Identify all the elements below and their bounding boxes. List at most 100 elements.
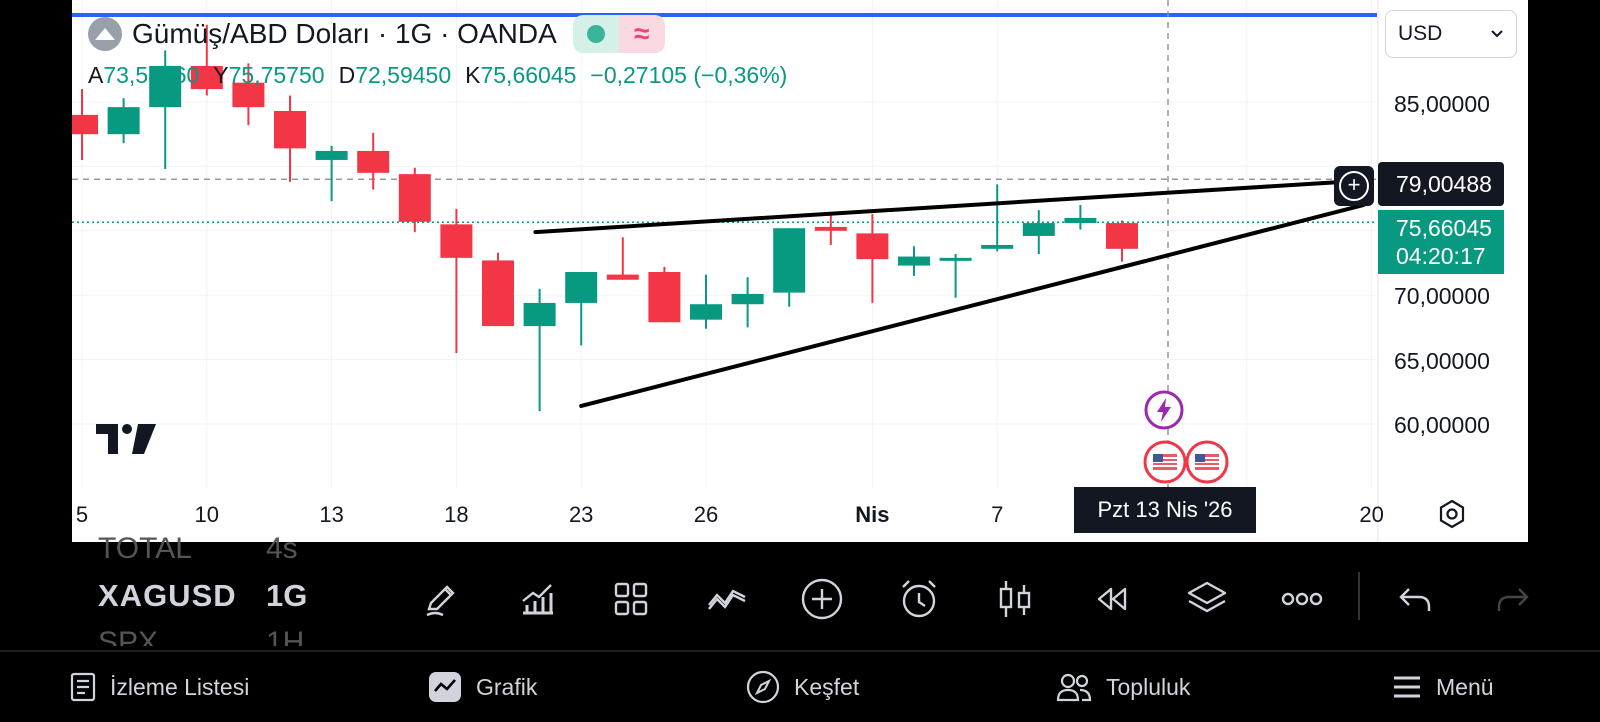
volatility-icon[interactable]: ≈ xyxy=(618,15,665,53)
symbol-title[interactable]: Gümüş/ABD Doları · 1G · OANDA xyxy=(132,18,557,49)
tab-label: İzleme Listesi xyxy=(110,673,250,700)
watchlist-ghost-symbol[interactable]: SPX xyxy=(98,626,159,646)
settings-icon[interactable] xyxy=(1436,498,1468,530)
candle-body xyxy=(898,256,930,266)
candle-body xyxy=(149,65,182,108)
candle-body xyxy=(72,114,98,135)
tab-explore[interactable]: Keşfet xyxy=(746,666,859,708)
layout-grid-icon xyxy=(614,582,648,616)
ohlc-close-label: K xyxy=(465,62,481,88)
plus-icon: + xyxy=(1339,171,1369,201)
time-axis-label: 23 xyxy=(568,502,594,527)
candle-body xyxy=(1022,223,1055,236)
candle-body xyxy=(274,111,306,149)
indicators-button[interactable] xyxy=(512,574,562,624)
undo-icon xyxy=(1399,588,1431,611)
layers-button[interactable] xyxy=(1182,574,1232,624)
us-flag-event-icon[interactable] xyxy=(1185,440,1229,484)
candle-body xyxy=(731,293,764,305)
candle-body xyxy=(398,174,431,222)
chart-icon xyxy=(429,672,461,702)
earnings-event-icon[interactable] xyxy=(1144,390,1184,430)
watchlist-ghost-interval[interactable]: 4s xyxy=(266,532,298,565)
add-alert-button[interactable]: + xyxy=(1334,166,1374,206)
time-axis-label: 5 xyxy=(75,502,89,527)
watchlist-ghost-interval[interactable]: 1H xyxy=(266,626,305,646)
candle-body xyxy=(856,233,889,260)
watchlist-ghost-symbol[interactable]: TOTAL xyxy=(98,532,192,565)
tab-menu[interactable]: Menü xyxy=(1392,666,1494,708)
people-icon xyxy=(1056,673,1092,702)
time-axis-label: 20 xyxy=(1359,502,1384,527)
replay-button[interactable] xyxy=(1086,574,1136,624)
ohlc-close-value: 75,66045 xyxy=(480,62,577,88)
price-axis-tick: 70,00000 xyxy=(1394,283,1490,309)
tab-watchlist[interactable]: İzleme Listesi xyxy=(70,666,249,708)
more-icon xyxy=(1281,592,1323,606)
price-axis-tick: 65,00000 xyxy=(1394,348,1490,374)
candle-body xyxy=(190,65,223,90)
candle-body xyxy=(814,226,847,231)
ohlc-open-value: 73,58660 xyxy=(103,62,200,88)
time-axis-label: Nis xyxy=(855,502,890,527)
more-button[interactable] xyxy=(1277,574,1327,624)
candle-body xyxy=(232,82,265,108)
us-flag-event-icon[interactable] xyxy=(1143,440,1187,484)
watchlist-interval[interactable]: 1G xyxy=(266,578,308,613)
price-chart[interactable] xyxy=(72,0,1528,542)
symbol-header[interactable]: Gümüş/ABD Doları · 1G · OANDA ≈ xyxy=(88,14,665,54)
pattern-button[interactable] xyxy=(702,574,752,624)
alert-button[interactable] xyxy=(894,574,944,624)
compass-icon xyxy=(746,670,780,704)
ohlc-low-label: D xyxy=(338,62,356,88)
tab-label: Keşfet xyxy=(794,673,860,700)
pattern-icon xyxy=(708,589,746,610)
last-price-label: 75,66045 04:20:17 xyxy=(1378,210,1504,274)
tradingview-logo-icon xyxy=(96,424,156,454)
tab-label: Topluluk xyxy=(1106,673,1191,700)
currency-select[interactable]: USD xyxy=(1385,10,1517,58)
trendline xyxy=(533,178,1366,235)
layout-button[interactable] xyxy=(606,574,656,624)
menu-icon xyxy=(1394,676,1420,698)
candle-body xyxy=(482,260,514,327)
trendline xyxy=(579,203,1366,408)
price-axis-tick: 60,00000 xyxy=(1394,412,1490,438)
undo-button[interactable] xyxy=(1390,574,1440,624)
chart-type-button[interactable] xyxy=(990,574,1040,624)
ohlc-change-value: −0,27105 (−0,36%) xyxy=(590,62,788,88)
chart-panel[interactable] xyxy=(72,0,1528,542)
candles-icon xyxy=(999,581,1031,617)
indicators-icon xyxy=(522,584,553,615)
ohlc-legend: A 73,58660 Y 75,75750 D 72,59450 K 75,66… xyxy=(88,62,801,89)
candle-body xyxy=(981,244,1014,249)
symbol-logo-icon xyxy=(88,17,122,51)
ohlc-low-value: 72,59450 xyxy=(355,62,452,88)
tab-community[interactable]: Topluluk xyxy=(1056,666,1190,708)
time-axis-label: 7 xyxy=(991,502,1004,527)
symbol-badges[interactable]: ≈ xyxy=(572,15,665,53)
toolbar-divider xyxy=(1358,572,1360,620)
redo-button[interactable] xyxy=(1488,574,1538,624)
tab-label: Grafik xyxy=(476,673,538,700)
time-axis-label: 18 xyxy=(444,502,469,527)
candle-body xyxy=(565,272,598,303)
bar-countdown: 04:20:17 xyxy=(1396,243,1486,269)
crosshair-price-label: 79,00488 xyxy=(1378,162,1504,206)
candle-body xyxy=(648,272,681,323)
pencil-icon xyxy=(426,585,455,617)
pencil-button[interactable] xyxy=(416,574,466,624)
last-price-value: 75,66045 xyxy=(1396,215,1492,241)
add-button[interactable] xyxy=(797,574,847,624)
plus-circle-icon xyxy=(801,578,843,620)
candle-body xyxy=(357,150,390,173)
market-open-icon[interactable] xyxy=(572,15,619,53)
tab-chart[interactable]: Grafik xyxy=(428,666,537,708)
candle-body xyxy=(939,257,972,261)
watchlist-symbol[interactable]: XAGUSD xyxy=(98,578,237,613)
candle-body xyxy=(606,274,639,280)
chevron-down-icon xyxy=(1491,30,1503,38)
candle-body xyxy=(523,302,556,327)
candle-body xyxy=(1106,223,1138,249)
layers-icon xyxy=(1187,581,1227,613)
